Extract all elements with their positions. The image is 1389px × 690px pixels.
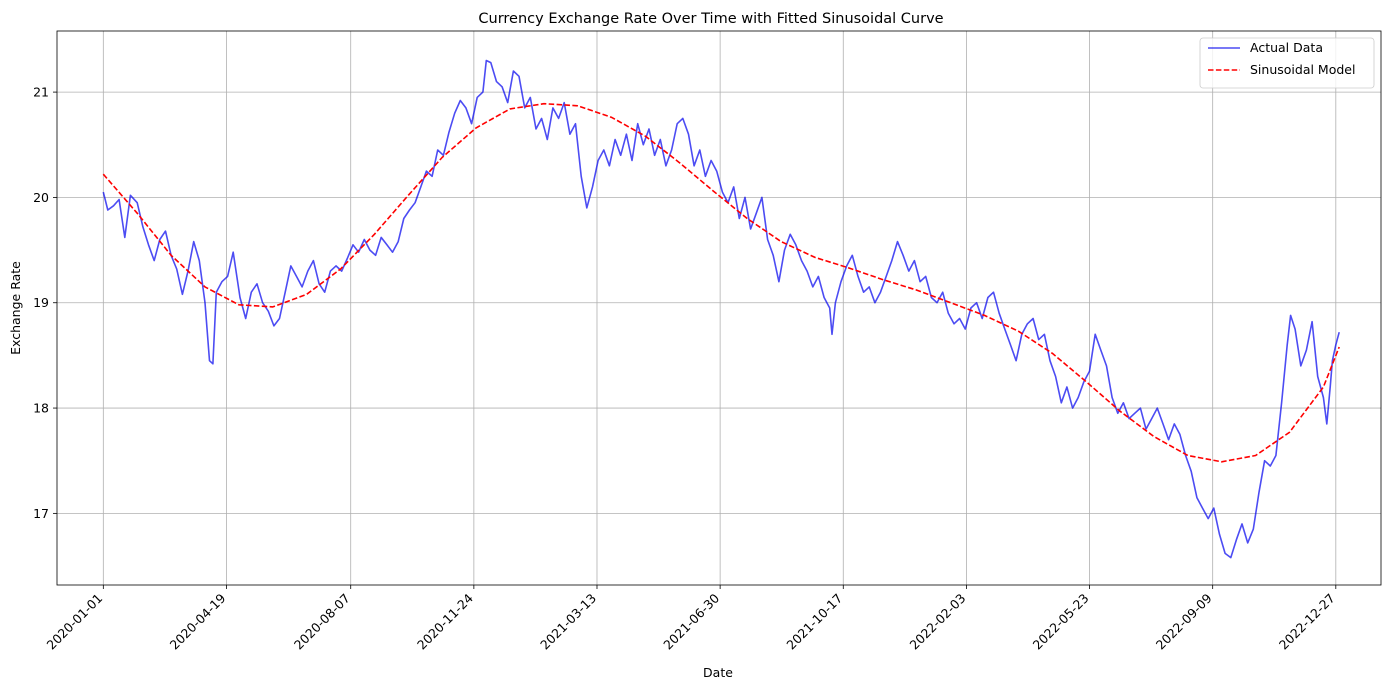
y-tick-label: 18 [33,401,49,416]
legend-label-model: Sinusoidal Model [1250,62,1355,77]
chart-title: Currency Exchange Rate Over Time with Fi… [478,11,943,27]
y-tick-label: 19 [33,295,49,310]
x-axis-label: Date [703,665,733,680]
y-tick-label: 20 [33,190,49,205]
series-layer [102,59,1340,559]
grid-layer [57,31,1381,585]
y-tick-label: 17 [33,506,49,521]
legend: Actual Data Sinusoidal Model [1199,37,1375,89]
plot-frame [56,30,1382,586]
legend-box [1199,37,1375,89]
y-tick-label: 21 [33,85,49,100]
y-axis-label: Exchange Rate [8,261,23,355]
legend-label-actual: Actual Data [1250,40,1323,55]
